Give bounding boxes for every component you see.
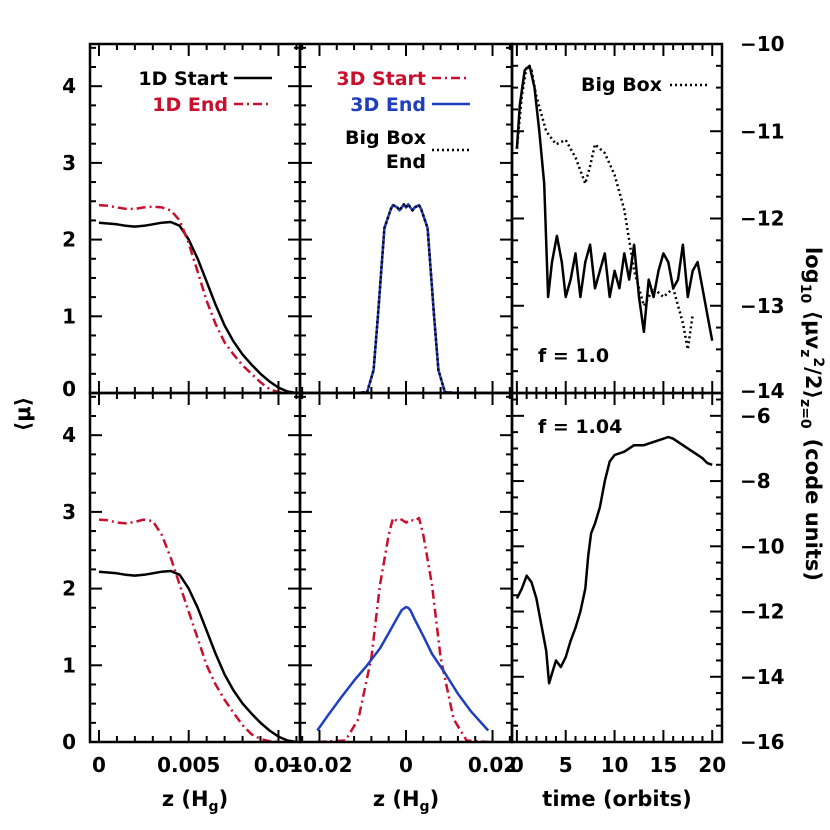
- panel-bottom-middle: −0.02 0 0.02 z (Hg): [286, 391, 517, 815]
- y-tick-label: −11: [740, 119, 785, 143]
- x-tick-label: 0: [399, 753, 413, 777]
- panel-bottom-left: 0 0.005 0.01 0 1 2 3 4 z (Hg): [62, 391, 303, 815]
- x-tick-label: 10: [601, 753, 629, 777]
- y-tick-label: −12: [740, 600, 785, 624]
- x-tick-label: 15: [649, 753, 677, 777]
- series-line-1d-start-top-left: [98, 220, 297, 393]
- y-tick-label: −12: [740, 207, 785, 231]
- legend-label-big-box-end-line2: End: [386, 151, 426, 173]
- y-tick-label: 4: [62, 423, 76, 447]
- y-tick-label: 0: [62, 730, 76, 754]
- plot-frame: [88, 391, 302, 744]
- x-tick-label: 0.005: [157, 753, 220, 777]
- x-tick-label: 0.02: [468, 753, 517, 777]
- y-tick-label: −10: [740, 32, 785, 56]
- series-line-3d-end-top-middle: [302, 203, 510, 393]
- plot-frame: [510, 42, 724, 395]
- y-tick-label: −8: [740, 469, 771, 493]
- y-tick-label: −13: [740, 294, 785, 318]
- legend-top-left: 1D Start 1D End: [138, 68, 272, 116]
- y-tick-label: −10: [740, 534, 785, 558]
- series-line-1d-start-bottom-left: [98, 569, 297, 742]
- x-axis-label: z (Hg): [373, 787, 439, 815]
- plot-frame: [510, 391, 724, 744]
- legend-label-1d-start: 1D Start: [138, 68, 228, 90]
- y-tick-label: 4: [62, 74, 76, 98]
- y-tick-label: 1: [62, 304, 76, 328]
- legend-label-big-box-end: Big Box: [345, 127, 426, 149]
- y-tick-label: −16: [740, 730, 785, 754]
- x-tick-label: −0.02: [286, 753, 352, 777]
- legend-top-middle: 3D Start 3D End Big Box End: [336, 68, 470, 173]
- plot-frame: [298, 391, 514, 744]
- panel-top-right: −10 −11 −12 −13 −14: [510, 32, 785, 403]
- legend-label-1d-end: 1D End: [152, 94, 228, 116]
- series-line-big-box-top-right: [515, 64, 694, 351]
- y-tick-label: −14: [740, 665, 785, 689]
- y-tick-label: −14: [740, 379, 785, 403]
- series-line-main-bottom-right: [515, 435, 713, 685]
- y-tick-label: −6: [740, 404, 771, 428]
- y-tick-label: 0: [62, 377, 76, 401]
- y-axis-label-right: log10 ⟨μvz2/2⟩z=0(code units): [797, 247, 826, 581]
- x-tick-label: 0: [92, 753, 106, 777]
- annotation-f-1-0: f = 1.0: [538, 345, 609, 367]
- x-axis-label: z (Hg): [162, 787, 228, 815]
- series-line-3d-end-bottom-middle: [316, 605, 490, 732]
- legend-top-right: Big Box: [581, 74, 710, 96]
- x-axis-label: time (orbits): [542, 787, 691, 811]
- x-tick-label: 0.01: [254, 753, 303, 777]
- y-tick-label: 3: [62, 500, 76, 524]
- y-tick-label: 2: [62, 228, 76, 252]
- y-tick-label: 3: [62, 151, 76, 175]
- series-line-big-box-end-top-middle: [302, 203, 510, 393]
- legend-label-3d-end: 3D End: [350, 94, 426, 116]
- series-line-3d-start-top-middle: [302, 203, 510, 393]
- x-tick-label: 5: [559, 753, 573, 777]
- series-line-1d-end-top-left: [98, 203, 288, 393]
- annotation-f-1-04: f = 1.04: [538, 416, 622, 438]
- x-tick-label: 20: [698, 753, 726, 777]
- x-tick-label: 0: [510, 753, 524, 777]
- legend-label-big-box: Big Box: [581, 74, 662, 96]
- y-tick-label: 1: [62, 653, 76, 677]
- panel-bottom-right: 0 5 10 15 20 −6 −8 −10 −12 −14 −16 time (orbits): [510, 391, 785, 811]
- legend-label-3d-start: 3D Start: [336, 68, 426, 90]
- series-line-main-top-right: [515, 64, 714, 341]
- y-axis-label-left: ⟨μ⟩: [11, 397, 35, 432]
- series-line-3d-start-bottom-middle: [317, 516, 489, 742]
- y-tick-label: 2: [62, 577, 76, 601]
- series-line-1d-end-bottom-left: [98, 518, 279, 742]
